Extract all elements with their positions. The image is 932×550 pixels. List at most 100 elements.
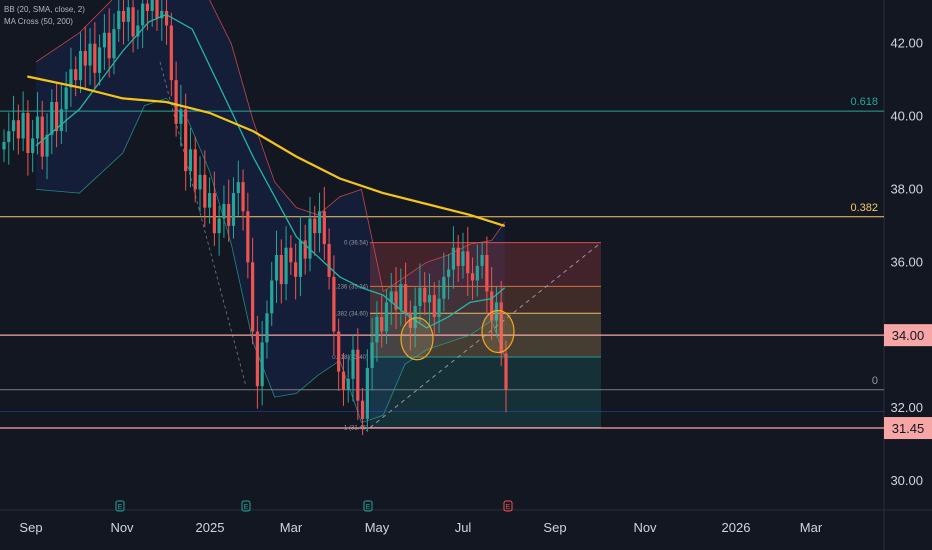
candle-body — [380, 316, 384, 332]
time-tick-label: Sep — [19, 520, 42, 535]
candle-body — [327, 244, 331, 277]
circle-annotations[interactable] — [400, 309, 515, 361]
candle-body — [279, 255, 283, 285]
candle-body — [255, 331, 259, 387]
candle-body — [404, 284, 408, 314]
bb-upper-line — [35, 0, 506, 293]
candle-body — [432, 295, 436, 317]
time-tick-label: Nov — [110, 520, 134, 535]
candle-body — [475, 265, 479, 281]
candle-body — [241, 182, 245, 212]
candle-body — [346, 378, 350, 390]
candle-body — [490, 291, 494, 321]
candle-body — [313, 218, 317, 234]
time-axis[interactable]: Sep Nov 2025 Mar May Jul Sep Nov 2026 Mar — [19, 520, 822, 535]
candle-body — [437, 298, 441, 317]
moving-average-lines — [27, 13, 506, 329]
earnings-marker-label: E — [506, 504, 511, 511]
time-tick-label: Mar — [280, 520, 303, 535]
candle-body — [461, 251, 465, 266]
candle-body — [274, 255, 279, 281]
candle-body — [69, 69, 73, 88]
time-tick-label: Nov — [633, 520, 657, 535]
candle-body — [317, 211, 322, 234]
candle-body — [294, 262, 298, 277]
candle-body — [150, 0, 154, 11]
fib-level-label: 0.236 (35.34) — [332, 284, 368, 290]
candle-body — [375, 316, 379, 343]
fib-zone — [370, 357, 601, 428]
candle-body — [217, 218, 221, 234]
candle-body — [164, 10, 169, 26]
price-tick-label: 30.00 — [890, 473, 923, 488]
candle-body — [174, 80, 178, 124]
candle-body — [31, 138, 35, 153]
time-tick-label: Sep — [543, 520, 566, 535]
candle-body — [389, 291, 393, 303]
candle-body — [169, 25, 173, 81]
candle-body — [160, 10, 164, 19]
candle-body — [504, 353, 508, 390]
candle-body — [370, 342, 374, 368]
candle-body — [131, 7, 135, 37]
candle-body — [231, 193, 236, 226]
candle-body — [88, 43, 92, 66]
candle-body — [423, 287, 427, 303]
candle-body — [188, 149, 193, 172]
candle-body — [54, 102, 59, 132]
fib-level-label: 0.382 (34.60) — [332, 311, 368, 317]
candle-body — [45, 134, 49, 157]
candle-body — [365, 367, 369, 419]
earnings-marker-label: E — [366, 504, 371, 511]
earnings-marker — [115, 500, 125, 512]
candle-body — [332, 276, 336, 332]
price-tag — [884, 417, 932, 440]
candle-body — [26, 112, 30, 153]
candle-body — [236, 182, 240, 194]
candle-body — [93, 43, 97, 73]
candle-body — [408, 313, 412, 328]
candle-body — [145, 3, 150, 11]
candle-body — [78, 51, 83, 81]
trend-line-dashed — [159, 61, 247, 387]
price-tick-label: 32.00 — [890, 400, 923, 415]
fib-level-label: 0 (36.54) — [344, 241, 368, 247]
ma200-line — [27, 75, 506, 227]
candle-body — [117, 10, 121, 30]
candle-body — [413, 306, 417, 328]
candle-body — [456, 247, 460, 266]
candle-body — [107, 32, 111, 59]
candle-body — [322, 211, 326, 245]
candle-body — [64, 87, 68, 110]
fib-level-label: 0.618 (33.40) — [332, 355, 368, 361]
legend-bb[interactable]: BB (20, SMA, close, 2) — [4, 5, 85, 14]
bb-lower-line — [35, 97, 506, 424]
time-tick-label: 2026 — [722, 520, 751, 535]
candle-body — [11, 120, 16, 132]
candle-body — [494, 302, 499, 321]
candle-body — [212, 193, 216, 234]
candle-body — [112, 29, 116, 59]
candle-body — [284, 247, 288, 285]
fib-level-label: 1 (31.46) — [344, 426, 368, 432]
candle-body — [360, 400, 365, 419]
legend-ma-cross[interactable]: MA Cross (50, 200) — [4, 17, 73, 26]
indicator-legend[interactable]: BB (20, SMA, close, 2) MA Cross (50, 200… — [4, 4, 85, 28]
candle-body — [399, 284, 403, 310]
candle-body — [184, 109, 188, 172]
candle-body — [337, 331, 341, 372]
candle-body — [427, 295, 432, 303]
ma50-line — [35, 13, 506, 329]
candle-body — [265, 313, 269, 343]
time-tick-label: Mar — [800, 520, 823, 535]
candle-body — [499, 302, 503, 354]
candle-body — [289, 247, 293, 263]
candle-body — [179, 109, 183, 124]
fib-label: 0 — [872, 375, 878, 387]
candle-body — [356, 349, 360, 401]
candle-body — [136, 25, 140, 37]
